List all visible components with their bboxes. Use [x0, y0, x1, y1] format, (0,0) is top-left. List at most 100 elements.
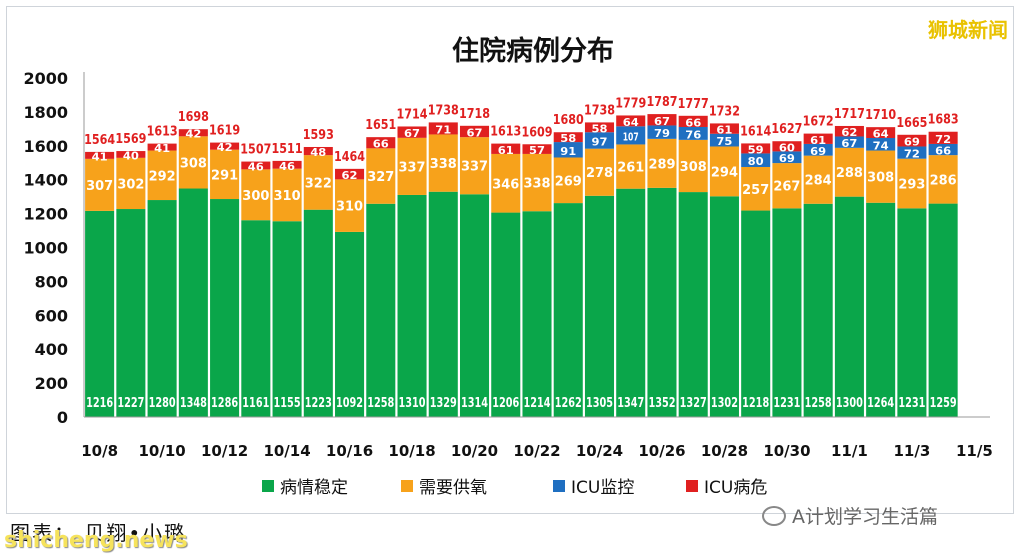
bar-segment-stable — [366, 203, 396, 417]
bar-value-label: 41 — [154, 142, 170, 155]
bar-segment-icu-critical — [678, 115, 708, 127]
bar-segment-oxygen — [928, 155, 958, 204]
legend-label: ICU监控 — [571, 478, 634, 498]
bar-total-label: 1698 — [178, 110, 209, 125]
bar-segment-icu-monitor — [616, 126, 646, 145]
bar-segment-icu-monitor — [928, 143, 958, 156]
bar-segment-oxygen — [584, 148, 615, 196]
bar-segment-stable — [272, 221, 302, 417]
bar-total-label: 1627 — [771, 122, 802, 137]
bar-value-label: 66 — [373, 138, 389, 151]
bar-value-label: 1231 — [898, 396, 925, 411]
bar-value-label: 308 — [680, 160, 707, 175]
x-tick-label: 10/30 — [763, 442, 810, 460]
y-tick-label: 400 — [35, 340, 68, 359]
bar-value-label: 74 — [873, 139, 889, 152]
bar-value-label: 1206 — [492, 396, 519, 411]
bar-value-label: 1300 — [836, 396, 863, 411]
bar-value-label: 337 — [399, 160, 426, 175]
bar-segment-stable — [772, 208, 802, 417]
x-tick-label: 10/10 — [138, 442, 185, 460]
bar-value-label: 1329 — [430, 396, 457, 411]
bar-value-label: 1280 — [149, 396, 176, 411]
bar-segment-stable — [178, 188, 208, 417]
bar-value-label: 46 — [279, 160, 295, 173]
bar-value-label: 61 — [716, 124, 732, 137]
bar-value-label: 67 — [404, 127, 420, 140]
bar-value-label: 42 — [217, 141, 233, 154]
bar-segment-icu-monitor — [647, 125, 677, 139]
bar-value-label: 302 — [117, 177, 144, 192]
x-tick-label: 10/24 — [576, 442, 623, 460]
legend-label: 病情稳定 — [280, 478, 348, 498]
bar-segment-stable — [397, 194, 427, 417]
bar-value-label: 40 — [123, 149, 139, 162]
y-tick-label: 1800 — [23, 103, 68, 122]
bar-value-label: 69 — [904, 136, 920, 149]
bar-value-label: 1302 — [711, 396, 738, 411]
bar-value-label: 1155 — [274, 396, 301, 411]
bar-value-label: 61 — [810, 134, 826, 147]
bar-segment-stable — [85, 210, 115, 417]
bar-segment-oxygen — [866, 150, 896, 203]
bar-segment-oxygen — [647, 138, 677, 188]
bar-value-label: 1227 — [117, 396, 144, 411]
bar-segment-icu-critical — [178, 129, 208, 137]
bar-value-label: 97 — [591, 135, 607, 148]
y-tick-label: 1200 — [23, 205, 68, 224]
bar-segment-icu-critical — [241, 161, 271, 170]
bar-segment-icu-critical — [459, 125, 490, 138]
bar-segment-oxygen — [303, 155, 333, 210]
bar-segment-stable — [866, 202, 896, 417]
bar-value-label: 42 — [185, 128, 201, 141]
bar-value-label: 337 — [461, 160, 488, 175]
bar-total-label: 1507 — [240, 143, 271, 158]
bar-value-label: 57 — [529, 144, 545, 157]
bar-segment-stable — [116, 209, 146, 417]
bar-total-label: 1680 — [553, 113, 584, 128]
bar-segment-icu-critical — [491, 143, 521, 154]
bar-segment-icu-critical — [803, 133, 833, 144]
bar-value-label: 327 — [367, 170, 394, 185]
bar-segment-stable — [834, 196, 864, 417]
x-tick-label: 10/18 — [388, 442, 435, 460]
bar-value-label: 1347 — [617, 396, 644, 411]
x-tick-label: 10/12 — [201, 442, 248, 460]
bar-value-label: 1258 — [805, 396, 832, 411]
bar-value-label: 58 — [591, 122, 607, 135]
wechat-account-name: A计划学习生活篇 — [792, 506, 938, 528]
bar-value-label: 346 — [492, 177, 519, 192]
bar-value-label: 62 — [841, 126, 857, 139]
bar-value-label: 79 — [654, 127, 670, 140]
bar-segment-stable — [709, 196, 739, 417]
bar-segment-oxygen — [428, 134, 458, 192]
bar-value-label: 1327 — [680, 396, 707, 411]
x-tick-label: 10/8 — [81, 442, 118, 460]
bar-segment-icu-monitor — [584, 132, 615, 149]
bar-value-label: 1092 — [336, 396, 363, 411]
x-tick-label: 10/16 — [326, 442, 373, 460]
site-watermark: shicheng.news — [4, 528, 188, 553]
bar-segment-icu-critical — [647, 114, 677, 126]
wechat-account: A计划学习生活篇 — [762, 502, 938, 529]
bar-segment-icu-critical — [772, 141, 802, 152]
bar-value-label: 322 — [305, 176, 332, 191]
bar-segment-icu-monitor — [834, 136, 864, 148]
bar-value-label: 67 — [654, 115, 670, 128]
y-tick-label: 600 — [35, 306, 68, 325]
legend-swatch — [401, 480, 413, 492]
bar-segment-oxygen — [709, 146, 739, 197]
bar-value-label: 1218 — [742, 396, 769, 411]
y-tick-label: 2000 — [23, 69, 68, 88]
bar-segment-oxygen — [85, 158, 115, 211]
bar-segment-stable — [241, 220, 271, 417]
bar-segment-stable — [928, 203, 958, 417]
bar-value-label: 64 — [623, 116, 639, 129]
bar-value-label: 310 — [336, 200, 363, 215]
y-tick-label: 200 — [35, 374, 68, 393]
bar-value-label: 288 — [836, 166, 863, 181]
bar-value-label: 261 — [617, 161, 644, 176]
bar-total-label: 1738 — [428, 103, 459, 118]
bar-segment-stable — [210, 199, 240, 417]
bar-segment-icu-monitor — [553, 142, 583, 158]
